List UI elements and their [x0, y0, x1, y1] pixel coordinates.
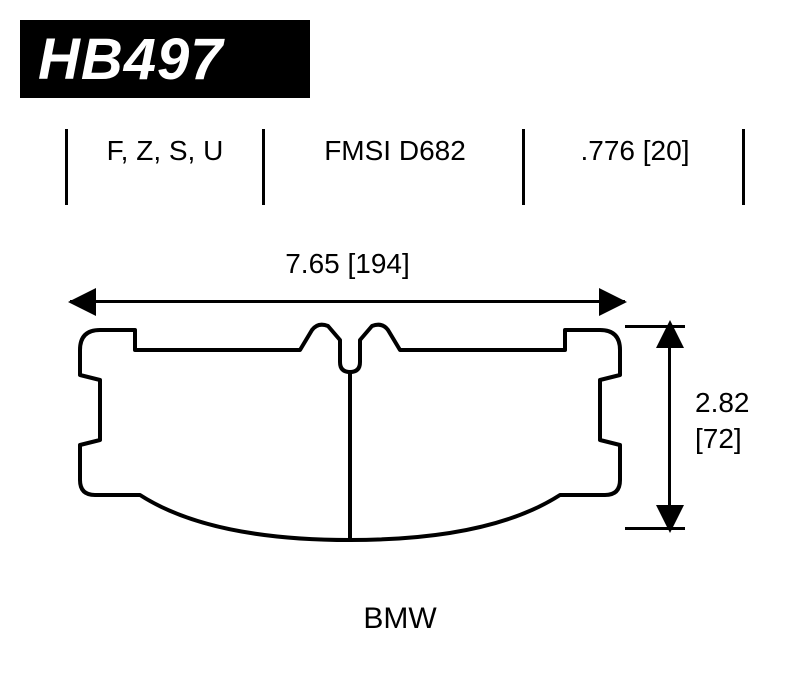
height-inches: 2.82 — [695, 385, 750, 421]
arrow-down-icon — [656, 505, 684, 533]
spec-compounds-cell: F, Z, S, U — [65, 135, 265, 205]
spec-row: F, Z, S, U FMSI D682 .776 [20] — [65, 135, 745, 205]
part-number-header: HB497 — [20, 20, 310, 98]
divider — [742, 129, 745, 205]
part-number: HB497 — [38, 26, 224, 93]
arrow-right-icon — [599, 288, 627, 316]
height-label: 2.82 [72] — [695, 385, 750, 458]
width-dimension: 7.65 [194] — [70, 248, 625, 308]
arrow-left-icon — [68, 288, 96, 316]
height-dimension: 2.82 [72] — [650, 280, 770, 550]
divider — [65, 129, 68, 205]
height-mm: [72] — [695, 421, 750, 457]
spec-fmsi: FMSI D682 — [324, 135, 466, 167]
brand-label: BMW — [0, 602, 800, 636]
dimension-line — [70, 300, 625, 303]
spec-thickness-cell: .776 [20] — [525, 135, 745, 205]
arrow-up-icon — [656, 320, 684, 348]
width-label: 7.65 [194] — [70, 248, 625, 280]
dimension-line — [668, 325, 671, 525]
spec-fmsi-cell: FMSI D682 — [265, 135, 525, 205]
spec-compounds: F, Z, S, U — [107, 135, 224, 167]
spec-thickness: .776 [20] — [581, 135, 690, 167]
brake-pad-outline — [60, 320, 640, 550]
